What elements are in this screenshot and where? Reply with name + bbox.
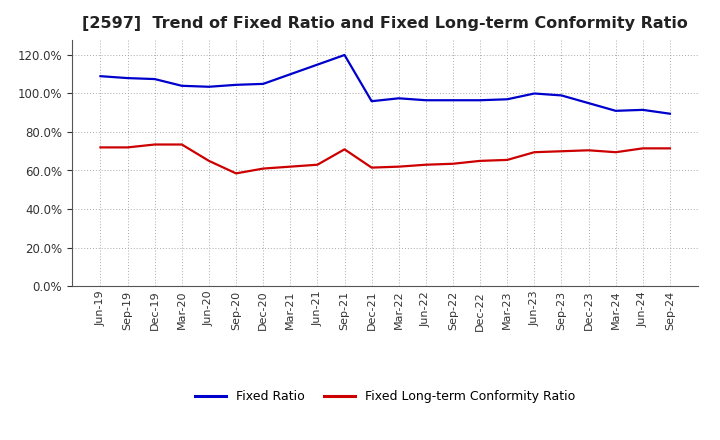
- Title: [2597]  Trend of Fixed Ratio and Fixed Long-term Conformity Ratio: [2597] Trend of Fixed Ratio and Fixed Lo…: [82, 16, 688, 32]
- Legend: Fixed Ratio, Fixed Long-term Conformity Ratio: Fixed Ratio, Fixed Long-term Conformity …: [190, 385, 580, 408]
